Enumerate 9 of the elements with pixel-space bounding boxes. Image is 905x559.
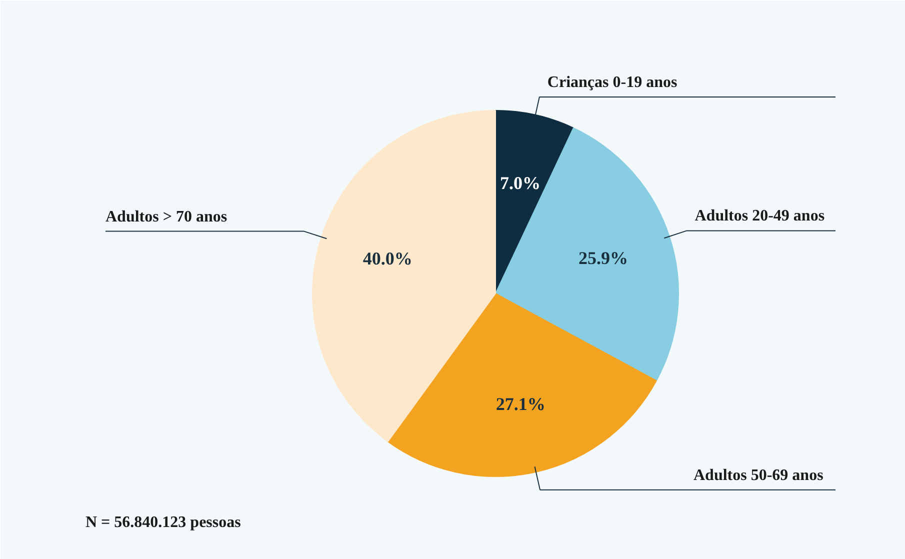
- slice-label: Crianças 0-19 anos: [547, 74, 678, 92]
- slice-label: Adultos 50-69 anos: [694, 466, 824, 484]
- slice-label: Adultos > 70 anos: [106, 208, 228, 226]
- data-label: 40.0%: [362, 248, 412, 268]
- data-label: 27.1%: [496, 394, 546, 414]
- slice-label: Adultos 20-49 anos: [694, 208, 825, 225]
- data-label: 7.0%: [500, 172, 540, 193]
- data-label: 25.9%: [578, 248, 628, 268]
- text: N = 56.840.123 pessoas: [86, 514, 241, 531]
